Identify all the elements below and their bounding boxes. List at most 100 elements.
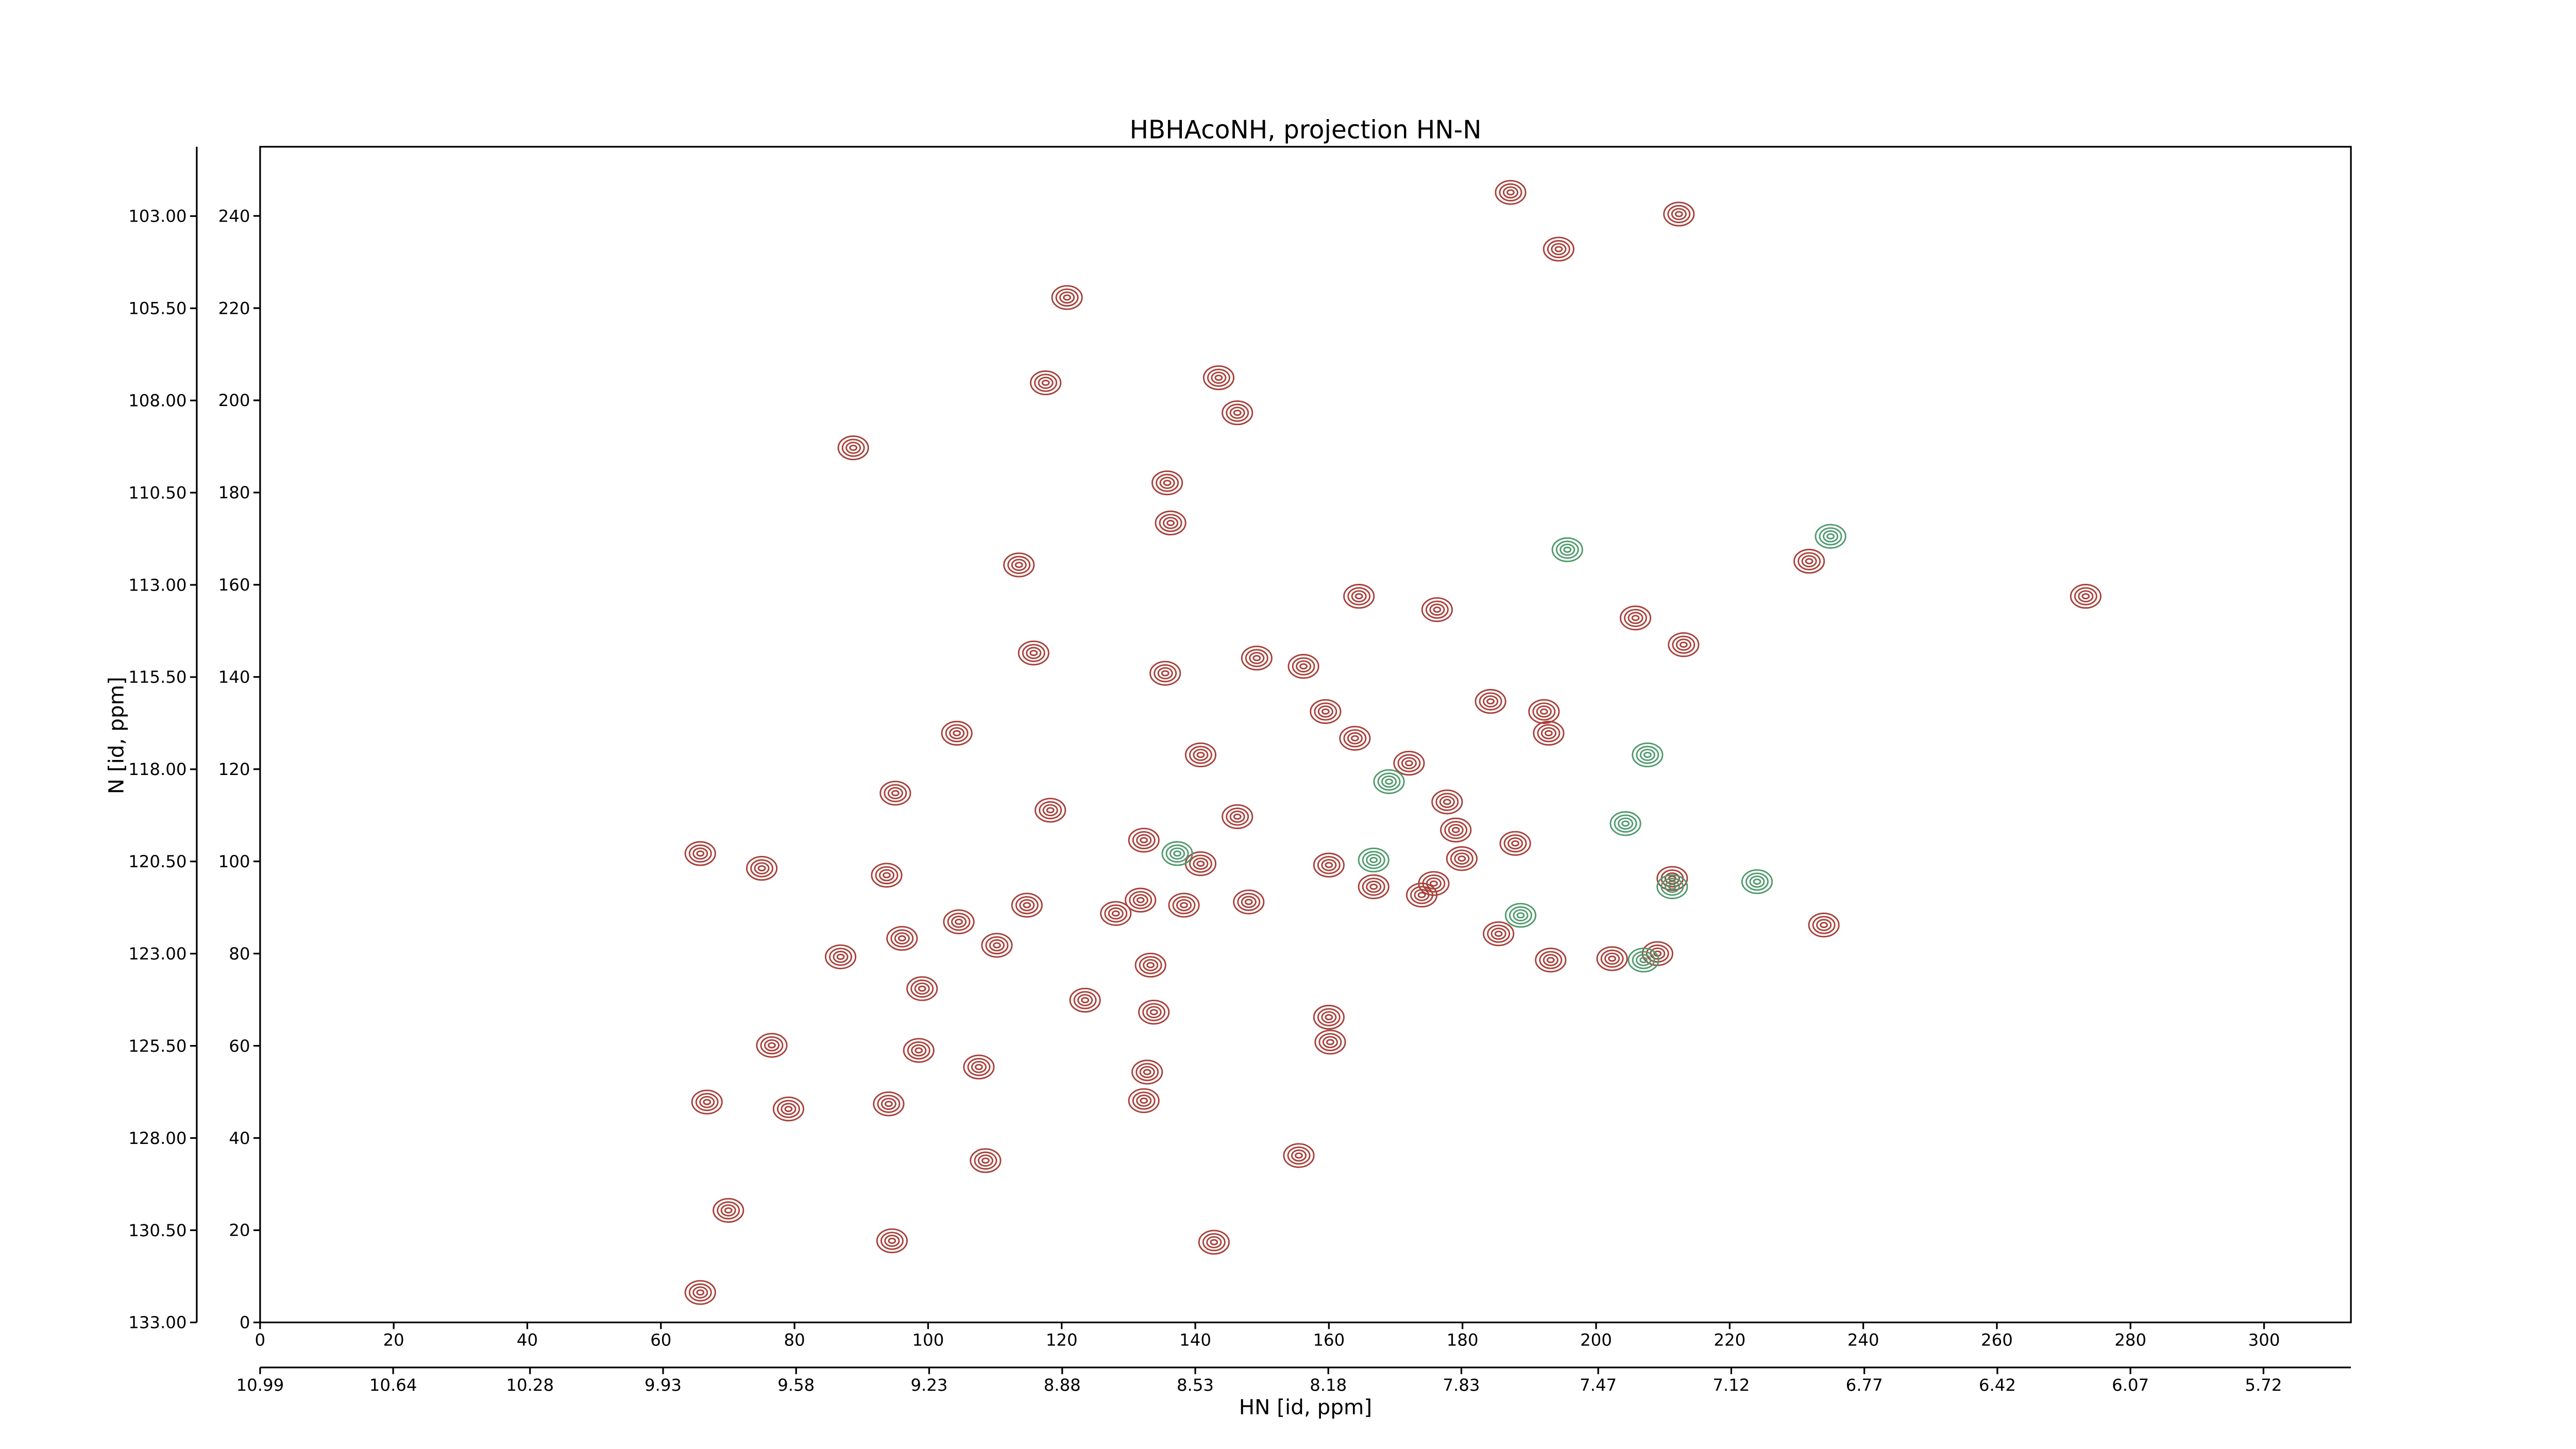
contour-ring <box>1672 635 1696 654</box>
contour-ring <box>1249 652 1265 664</box>
peak <box>1069 987 1101 1013</box>
contour-ring <box>1421 597 1453 622</box>
contour-ring <box>1608 955 1617 962</box>
contour-ring <box>981 933 1013 958</box>
contour-ring <box>1022 644 1045 662</box>
peak <box>691 1089 723 1115</box>
contour-ring <box>1292 657 1315 676</box>
contour-ring <box>1373 769 1405 794</box>
peak <box>1310 699 1342 724</box>
peak <box>1128 1088 1160 1114</box>
contour-ring <box>1617 817 1634 830</box>
contour-ring <box>717 1201 740 1220</box>
contour-ring <box>1325 1014 1333 1021</box>
contour-ring <box>1609 811 1641 836</box>
contour-ring <box>1543 954 1558 966</box>
y2-tick-label: 128.00 <box>128 1128 187 1148</box>
contour-ring <box>1632 951 1655 969</box>
contour-ring <box>1140 1098 1148 1104</box>
contour-ring <box>760 1036 784 1055</box>
contour-ring <box>845 442 861 454</box>
contour-ring <box>993 942 1001 949</box>
contour-ring <box>1241 896 1257 908</box>
contour-ring <box>1132 831 1156 850</box>
contour-ring <box>1631 615 1640 621</box>
contour-ring <box>1801 555 1817 567</box>
contour-ring <box>1537 724 1561 743</box>
contour-ring <box>1563 546 1572 553</box>
contour-ring <box>1030 370 1062 396</box>
y2-tick-label: 115.50 <box>128 667 187 687</box>
contour-ring <box>1149 1009 1158 1016</box>
peak <box>1483 921 1515 947</box>
peak <box>1339 726 1371 751</box>
contour-ring <box>1511 840 1520 847</box>
peak <box>1134 952 1166 978</box>
peak <box>1314 1030 1346 1055</box>
contour-ring <box>1151 470 1183 496</box>
x2-tick-label: 8.53 <box>1177 1375 1214 1395</box>
contour-ring <box>833 951 849 963</box>
contour-ring <box>696 1289 705 1296</box>
contour-ring <box>1154 664 1177 683</box>
peak <box>1663 201 1695 227</box>
contour-ring <box>1026 647 1042 660</box>
contour-ring <box>878 869 895 882</box>
contour-ring <box>1134 952 1166 978</box>
contour-ring <box>684 841 716 866</box>
contour-ring <box>1207 368 1230 387</box>
contour-ring <box>877 1094 901 1113</box>
peak <box>756 1033 788 1058</box>
contour-ring <box>1132 1091 1156 1110</box>
peak <box>1533 720 1565 746</box>
contour-ring <box>1486 698 1495 705</box>
y-tick-label: 240 <box>218 206 250 226</box>
peak <box>1528 699 1560 724</box>
contour-ring <box>1051 285 1083 310</box>
contour-ring <box>894 932 910 945</box>
x2-tick-label: 6.42 <box>1979 1375 2016 1395</box>
contour-ring <box>2081 593 2090 600</box>
contour-ring <box>764 1039 780 1052</box>
contour-ring <box>981 1157 990 1164</box>
contour-ring <box>1140 837 1148 844</box>
contour-ring <box>1287 654 1319 679</box>
peak <box>1793 549 1825 574</box>
peak <box>1475 689 1506 714</box>
contour-ring <box>883 872 891 879</box>
contour-ring <box>1165 844 1189 863</box>
peak <box>1184 851 1217 877</box>
contour-ring <box>1816 919 1832 931</box>
contour-ring <box>888 1238 896 1244</box>
x2-tick-label: 5.72 <box>2245 1375 2282 1395</box>
contour-ring <box>910 979 934 998</box>
contour-ring <box>1237 892 1261 912</box>
y2-tick-label: 133.00 <box>128 1313 187 1333</box>
contour-ring <box>1815 524 1846 549</box>
contour-ring <box>1128 828 1160 853</box>
contour-ring <box>1435 793 1459 811</box>
contour-ring <box>1325 862 1333 868</box>
contour-ring <box>713 1198 744 1223</box>
plot-frame <box>259 146 2352 1323</box>
contour-ring <box>1129 891 1153 909</box>
contour-ring <box>1313 1004 1345 1030</box>
y2-tick-label: 118.00 <box>128 760 187 779</box>
y-tick-label: 60 <box>229 1036 250 1056</box>
contour-ring <box>1753 879 1761 885</box>
contour-ring <box>1317 705 1333 718</box>
contour-ring <box>1793 549 1825 574</box>
y2-tick-label: 123.00 <box>128 944 187 964</box>
peak <box>1406 882 1438 908</box>
contour-ring <box>1547 240 1570 259</box>
peak <box>1161 841 1193 866</box>
contour-ring <box>745 855 778 881</box>
peak <box>1149 661 1181 686</box>
contour-ring <box>757 865 766 872</box>
contour-ring <box>1210 1239 1218 1245</box>
contour-ring <box>1143 959 1159 971</box>
contour-ring <box>1596 946 1628 971</box>
